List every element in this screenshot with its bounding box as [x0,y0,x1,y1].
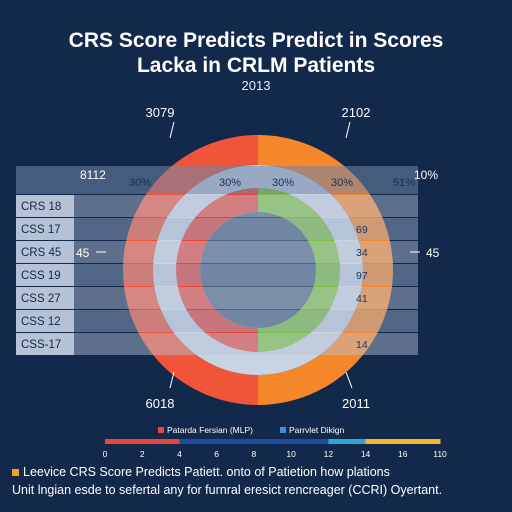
scale-tick-label: 110 [433,449,447,459]
scale-tick-label: 12 [324,449,334,459]
table-row-label: CRS 45 [21,247,61,259]
chart-title: CRS Score Predicts Predict in Scores Lac… [0,28,512,78]
leader-line [169,121,175,139]
scale-segment [216,439,255,444]
label-top-right: 2102 [342,105,371,120]
leader-line [169,371,175,389]
scale-tick-label: 6 [214,449,219,459]
side-value-left: 45 [76,246,90,260]
footer-marker-icon [12,469,19,477]
footer-line1-text: Leevice CRS Score Predicts Patiett. onto… [23,465,390,479]
outer-ring-left-segment [123,135,258,405]
legend-swatch [280,427,286,433]
percent-label: 30% [331,177,353,189]
label-bottom-left: 6018 [146,396,175,411]
scale-tick-label: 10 [286,449,296,459]
scale-tick-label: 8 [252,449,257,459]
table-row-value: 69 [356,224,368,236]
footer-note: Leevice CRS Score Predicts Patiett. onto… [12,463,502,499]
scale-tick-label: 4 [177,449,182,459]
chart-title-line2: Lacka in CRLM Patients [136,54,376,77]
scale-segment [179,439,218,444]
scale-segment [105,439,143,444]
table-row-value: 41 [356,293,368,305]
scale-segment [291,439,329,444]
table-row-band [16,333,418,355]
table-header-band [16,166,418,194]
table-row-label-cell [16,241,74,263]
table-row-label-cell [16,218,74,240]
scale-tick-label: 14 [361,449,371,459]
table-row-label-cell [16,287,74,309]
scale-segment [253,439,292,444]
percent-label: 30% [272,177,294,189]
percent-label: 51% [393,177,415,189]
legend-label: Patarda Fersian (MLP) [167,425,253,435]
table-row-label: CSS-17 [21,339,61,351]
table-row-band [16,287,418,309]
table-row-label-cell [16,310,74,332]
inner-ring-left-segment [176,188,258,352]
table-row-band [16,310,418,332]
top-center-label: 2013 [241,78,271,93]
table-row-label: CSS 19 [21,270,61,282]
table-row-value: 34 [356,247,368,259]
label-mid-left: 8112 [80,168,106,182]
table-row-label: CRS 18 [21,201,61,213]
table-row-label: CSS 27 [21,293,61,305]
ring-center [200,212,316,328]
scale-segment [402,439,441,444]
inner-ring-right-segment [258,188,340,352]
scale-tick-label: 0 [103,449,108,459]
outer-ring-right-segment [258,135,393,405]
label-mid-right: 10% [414,168,438,182]
scale-tick-label: 16 [398,449,408,459]
table-row-value: 97 [356,270,368,282]
scale-tick-label: 2 [140,449,145,459]
table-row-label: CSS 17 [21,224,61,236]
table-row-band [16,218,418,240]
table-row-label: CSS 12 [21,316,61,328]
legend-label: Parrvlet Dikign [289,425,345,435]
scale-segment [328,439,367,444]
footer-line2: Unit lngian esde to sefertal any for fur… [12,483,443,497]
chart-title-line1: CRS Score Predicts Predict in Scores [68,29,444,52]
table-row-label-cell [16,333,74,355]
percent-label: 30% [129,177,151,189]
table-row-band [16,241,418,263]
side-value-right: 45 [426,246,440,260]
table-row-label-cell [16,264,74,286]
percent-label: 30% [219,177,241,189]
table-row-band [16,195,418,217]
label-top-left: 3079 [146,105,175,120]
table-row-band [16,264,418,286]
scale-segment [365,439,404,444]
footer-line1: Leevice CRS Score Predicts Patiett. onto… [12,463,502,481]
scale-segment [142,439,180,444]
leader-line [345,371,353,389]
table-row-label-cell [16,195,74,217]
leader-line [345,121,351,139]
label-bottom-right: 2011 [342,396,370,411]
legend-swatch [158,427,164,433]
table-row-value: 14 [356,339,368,351]
